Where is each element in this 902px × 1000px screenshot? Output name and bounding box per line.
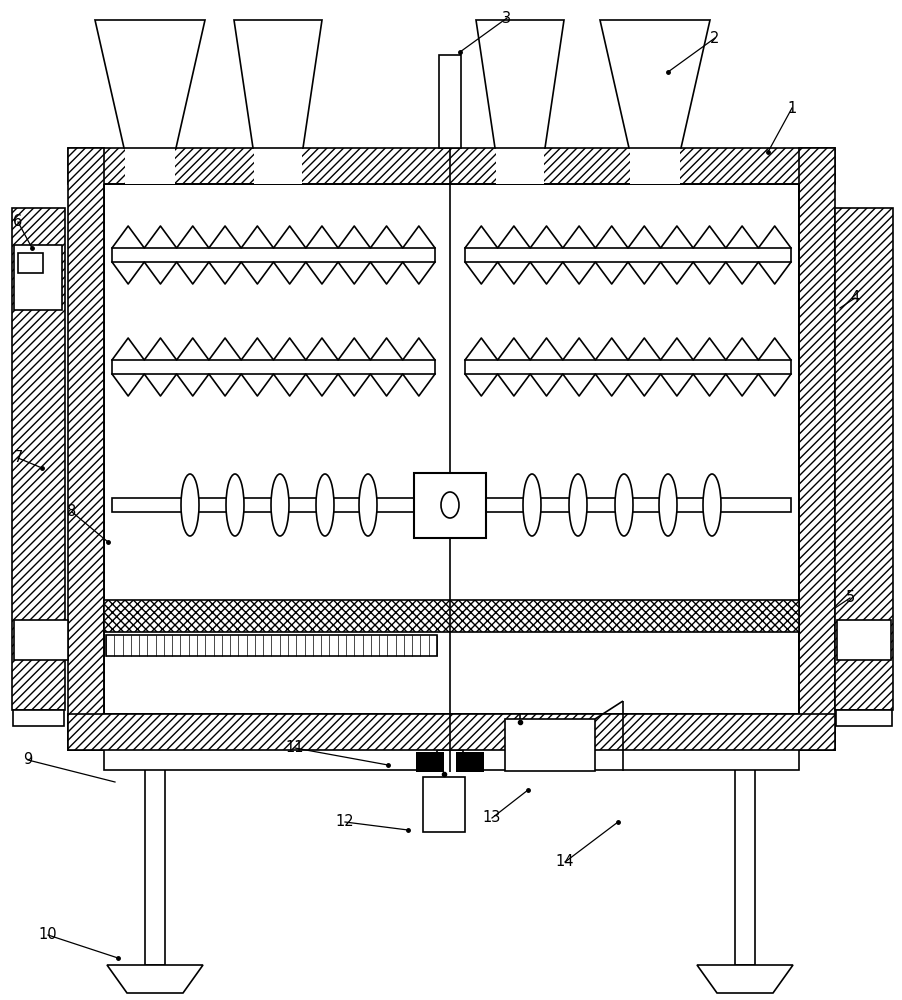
- Bar: [465, 248, 790, 262]
- Text: 1: 1: [787, 101, 796, 116]
- Bar: [124, 148, 175, 184]
- Ellipse shape: [180, 474, 198, 536]
- Bar: [438, 55, 461, 148]
- Bar: [18, 253, 43, 273]
- Polygon shape: [475, 20, 564, 148]
- Polygon shape: [106, 965, 203, 993]
- Bar: [112, 498, 435, 512]
- Bar: [68, 148, 834, 184]
- Text: 9: 9: [23, 752, 32, 768]
- Bar: [495, 148, 543, 184]
- Bar: [835, 710, 891, 726]
- Text: 3: 3: [502, 11, 511, 26]
- Text: 2: 2: [710, 31, 719, 46]
- Text: 7: 7: [14, 450, 23, 466]
- Bar: [145, 750, 165, 965]
- Bar: [416, 752, 444, 772]
- Text: 14: 14: [555, 854, 574, 869]
- Ellipse shape: [316, 474, 334, 536]
- Text: 11: 11: [285, 740, 304, 756]
- Bar: [68, 714, 834, 750]
- Polygon shape: [599, 20, 709, 148]
- Polygon shape: [95, 20, 205, 148]
- Bar: [798, 148, 834, 750]
- Polygon shape: [696, 965, 792, 993]
- Ellipse shape: [359, 474, 376, 536]
- Bar: [834, 208, 892, 710]
- Bar: [104, 714, 437, 770]
- Bar: [504, 719, 594, 771]
- Ellipse shape: [568, 474, 586, 536]
- Bar: [12, 208, 65, 710]
- Bar: [14, 245, 62, 310]
- Bar: [836, 620, 890, 660]
- Bar: [68, 148, 104, 750]
- Ellipse shape: [614, 474, 632, 536]
- Bar: [104, 184, 798, 714]
- Text: 4: 4: [850, 290, 859, 306]
- Text: 6: 6: [14, 215, 23, 230]
- Text: 13: 13: [483, 810, 501, 825]
- Text: 10: 10: [39, 927, 57, 942]
- Bar: [463, 714, 798, 770]
- Bar: [465, 498, 790, 512]
- Polygon shape: [234, 20, 322, 148]
- Ellipse shape: [226, 474, 244, 536]
- Bar: [112, 248, 435, 262]
- Bar: [104, 600, 798, 632]
- Bar: [734, 750, 754, 965]
- Text: 8: 8: [68, 504, 77, 520]
- Bar: [413, 473, 485, 538]
- Ellipse shape: [658, 474, 676, 536]
- Bar: [456, 752, 483, 772]
- Ellipse shape: [703, 474, 720, 536]
- Bar: [630, 148, 679, 184]
- Bar: [465, 360, 790, 374]
- Ellipse shape: [440, 492, 458, 518]
- Text: 12: 12: [336, 814, 354, 829]
- Bar: [14, 620, 68, 660]
- Bar: [13, 710, 64, 726]
- Bar: [112, 360, 435, 374]
- Bar: [68, 714, 834, 750]
- Text: 5: 5: [844, 590, 853, 605]
- Bar: [253, 148, 301, 184]
- Bar: [106, 635, 437, 656]
- Bar: [422, 777, 465, 832]
- Ellipse shape: [271, 474, 289, 536]
- Ellipse shape: [522, 474, 540, 536]
